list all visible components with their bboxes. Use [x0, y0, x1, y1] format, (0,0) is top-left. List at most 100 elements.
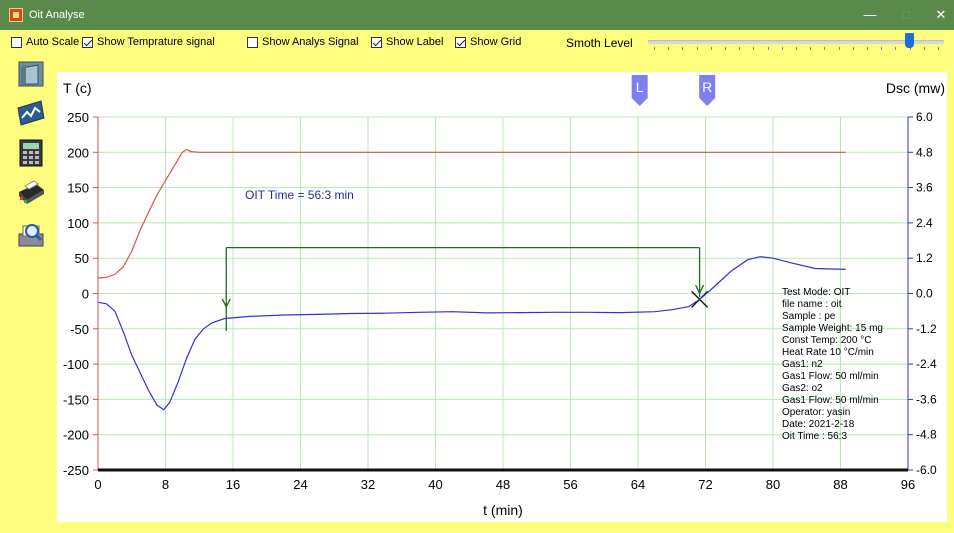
auto-scale-checkbox[interactable]: Auto Scale: [11, 36, 79, 48]
y-tick-label-right: 3.6: [916, 181, 933, 195]
y-tick-label-right: -3.6: [916, 392, 937, 406]
slider-tick: [668, 47, 670, 50]
info-gas2: Gas2: o2: [782, 383, 823, 394]
show-temperature-label: Show Temprature signal: [97, 36, 215, 48]
show-grid-checkbox[interactable]: Show Grid: [455, 36, 521, 48]
analyse-button[interactable]: [14, 97, 48, 129]
oit-time-label: OIT Time = 56:3 min: [245, 188, 354, 202]
calculator-icon: [19, 139, 43, 167]
y-tick-label-left: 150: [67, 181, 89, 196]
y-tick-label-right: 0.0: [916, 287, 933, 301]
info-gas2-flow: Gas1 Flow: 50 ml/min: [782, 395, 879, 406]
minimize-button[interactable]: —: [863, 7, 877, 22]
y-tick-label-left: -100: [63, 357, 89, 372]
show-grid-label: Show Grid: [470, 36, 522, 48]
slider-tick: [753, 47, 755, 50]
axes: [93, 116, 913, 472]
x-tick-label: 88: [833, 477, 847, 492]
show-label-checkbox[interactable]: Show Label: [371, 36, 444, 48]
y-tick-label-right: 6.0: [916, 110, 933, 124]
x-tick-label: 24: [293, 477, 307, 492]
y-axis-label-left: T (c): [63, 80, 92, 96]
slider-tick: [938, 47, 939, 50]
slider-tick: [781, 47, 783, 50]
y-tick-label-right: -6.0: [916, 463, 937, 477]
y-tick-label-left: 250: [67, 110, 89, 125]
show-analys-label: Show Analys Signal: [262, 36, 359, 48]
slider-tick: [881, 47, 883, 50]
slider-tick: [838, 47, 840, 50]
x-tick-label: 72: [698, 477, 712, 492]
smooth-level-slider[interactable]: [648, 40, 944, 44]
y-tick-label-right: -2.4: [916, 357, 937, 371]
maximize-button[interactable]: □: [902, 7, 910, 22]
x-tick-label: 56: [563, 477, 577, 492]
y-tick-label-left: 200: [67, 145, 89, 160]
y-tick-label-right: -4.8: [916, 428, 937, 442]
show-temperature-checkbox[interactable]: Show Temprature signal: [82, 36, 215, 48]
smooth-level-label: Smoth Level: [566, 36, 633, 50]
dsc-series-line: [97, 256, 846, 411]
y-tick-label-left: -250: [63, 463, 89, 478]
checkbox-box[interactable]: [455, 36, 466, 48]
x-tick-label: 32: [361, 477, 375, 492]
slider-tick: [909, 47, 911, 50]
slider-tick: [923, 47, 925, 50]
print-preview-icon: [18, 224, 44, 247]
checkbox-box[interactable]: [11, 36, 22, 48]
slider-tick: [867, 47, 868, 50]
checkbox-box[interactable]: [82, 36, 93, 48]
x-axis-label: t (min): [483, 502, 523, 518]
info-test-mode: Test Mode: OIT: [782, 287, 851, 298]
open-file-button[interactable]: [14, 58, 48, 90]
print-button[interactable]: [14, 177, 48, 209]
calculator-button[interactable]: [14, 137, 48, 169]
oit-bracket: [221, 246, 709, 331]
right-marker[interactable]: R: [699, 75, 716, 106]
slider-tick: [796, 47, 797, 50]
info-date: Date: 2021-2-18: [782, 419, 855, 430]
info-heat-rate: Heat Rate 10 °C/min: [782, 347, 874, 358]
checkbox-box[interactable]: [247, 36, 258, 48]
print-preview-button[interactable]: [14, 219, 48, 251]
show-analys-checkbox[interactable]: Show Analys Signal: [247, 36, 359, 48]
close-button[interactable]: ✕: [935, 7, 947, 22]
info-oit-time: Oit Time : 56:3: [782, 431, 848, 442]
options-bar: Auto Scale Show Temprature signal Show A…: [0, 30, 954, 56]
folder-icon: [18, 61, 44, 87]
oit-chart[interactable]: 0 8 16 24 32 40 48 56 64 72 80 88 96250200150100500-…: [57, 72, 947, 522]
x-tick-label: 16: [226, 477, 240, 492]
y-tick-label-left: 100: [67, 216, 89, 231]
right-marker-shape[interactable]: [699, 75, 716, 106]
left-marker-shape[interactable]: [631, 75, 648, 106]
info-gas1-flow: Gas1 Flow: 50 ml/min: [782, 371, 879, 382]
info-operator: Operator: yasin: [782, 407, 851, 418]
slider-tick: [682, 47, 684, 50]
auto-scale-label: Auto Scale: [26, 36, 80, 48]
slider-tick: [654, 47, 655, 50]
info-file-name: file name : oit: [782, 299, 842, 310]
x-tick-label: 80: [766, 477, 780, 492]
show-label-label: Show Label: [386, 36, 444, 48]
plot-area[interactable]: 0 8 16 24 32 40 48 56 64 72 80 88 96 250 200 150 100 50 0-…: [57, 72, 947, 522]
tick-labels: 0 8 16 24 32 40 48 56 64 72 80 88 96250200150100500-…: [63, 110, 937, 492]
y-tick-label-left: -150: [63, 392, 89, 407]
info-sample: Sample : pe: [782, 311, 836, 322]
y-tick-label-left: 0: [82, 287, 89, 302]
title-bar: Oit Analyse — □ ✕: [0, 0, 954, 30]
y-tick-label-left: -200: [63, 428, 89, 443]
y-tick-label-right: -1.2: [916, 322, 937, 336]
y-tick-label-right: 4.8: [916, 145, 933, 159]
y-axis-label-right: Dsc (mw): [886, 80, 945, 96]
x-tick-label: 48: [496, 477, 510, 492]
left-marker[interactable]: L: [631, 75, 648, 106]
slider-tick: [696, 47, 698, 50]
slider-tick: [739, 47, 741, 50]
right-marker-label: R: [702, 79, 712, 95]
x-tick-label: 64: [631, 477, 645, 492]
y-tick-label-left: 50: [75, 251, 89, 266]
smooth-level-slider-thumb[interactable]: [905, 33, 915, 48]
app-icon: [9, 8, 23, 22]
checkbox-box[interactable]: [371, 36, 382, 48]
oit-arrow-right: [695, 284, 705, 295]
